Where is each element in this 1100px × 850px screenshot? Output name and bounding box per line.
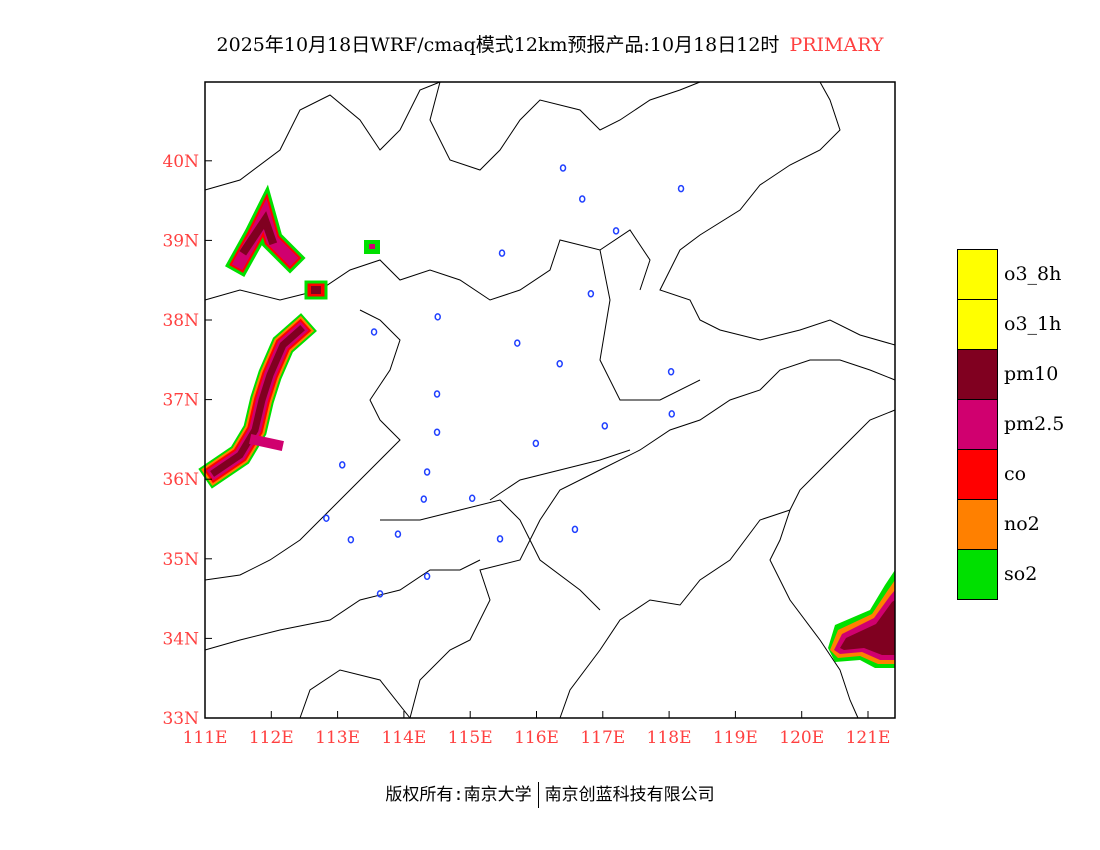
axis-ticks: 33N 34N 35N 36N 37N 38N 39N 40N 111E 112E 113E 114E… xyxy=(162,152,890,748)
map-title: 2025年10月18日WRF/cmaq模式12km预报产品:10月18日12时 P… xyxy=(0,30,1100,57)
legend-item: pm2.5 xyxy=(957,399,1064,449)
lat-label: 37N xyxy=(162,391,199,411)
station-marker xyxy=(587,289,595,298)
lat-label: 33N xyxy=(162,709,199,729)
station-marker xyxy=(532,439,540,448)
station-marker xyxy=(433,428,441,436)
legend-swatch xyxy=(957,449,998,499)
legend-swatch xyxy=(957,299,998,349)
station-marker xyxy=(514,339,521,347)
legend-label: co xyxy=(1004,463,1027,485)
station-marker xyxy=(612,227,620,235)
plume-west xyxy=(198,313,317,489)
station-marker xyxy=(338,461,346,469)
boundaries xyxy=(204,81,896,719)
legend-label: no2 xyxy=(1004,513,1040,535)
station-marker xyxy=(370,328,378,336)
coastline xyxy=(769,409,896,719)
legend-label: so2 xyxy=(1004,563,1038,585)
lon-label: 118E xyxy=(647,728,692,748)
station-marker xyxy=(559,164,567,172)
lon-label: 116E xyxy=(514,728,559,748)
footer-divider xyxy=(537,782,539,808)
station-markers xyxy=(323,164,685,598)
legend-item: pm10 xyxy=(957,349,1064,399)
copyright-text: 版权所有:南京大学 xyxy=(385,785,532,805)
company-text: 南京创蓝科技有限公司 xyxy=(544,785,715,805)
pollution-plumes xyxy=(198,184,895,668)
station-marker xyxy=(498,249,506,257)
station-marker xyxy=(496,535,504,543)
legend-item: so2 xyxy=(957,548,1064,600)
station-marker xyxy=(423,572,431,581)
map-frame xyxy=(204,81,896,719)
lon-label: 112E xyxy=(249,728,294,748)
footer: 版权所有:南京大学 南京创蓝科技有限公司 xyxy=(0,780,1100,808)
station-marker xyxy=(376,590,384,598)
legend-label: pm2.5 xyxy=(1004,413,1065,435)
lon-label: 119E xyxy=(713,728,758,748)
legend-label: o3_1h xyxy=(1004,313,1062,335)
lat-label: 39N xyxy=(162,231,199,251)
legend: o3_8h o3_1h pm10 pm2.5 co no2 so2 xyxy=(957,249,1064,600)
station-marker xyxy=(420,495,428,503)
lon-label: 113E xyxy=(315,728,360,748)
lat-label: 36N xyxy=(162,470,199,490)
station-marker xyxy=(667,367,675,376)
legend-swatch xyxy=(957,548,998,600)
station-marker xyxy=(394,530,402,538)
lat-label: 34N xyxy=(162,629,199,649)
station-marker xyxy=(601,422,609,430)
station-marker xyxy=(556,360,563,368)
title-text: 2025年10月18日WRF/cmaq模式12km预报产品:10月18日12时 xyxy=(216,34,780,56)
legend-item: no2 xyxy=(957,499,1064,549)
legend-item: co xyxy=(957,449,1064,499)
station-marker xyxy=(323,514,330,522)
lon-label: 120E xyxy=(779,728,824,748)
legend-swatch xyxy=(957,399,998,449)
lon-label: 111E xyxy=(183,728,228,748)
station-marker xyxy=(433,390,441,398)
lon-label: 117E xyxy=(580,728,625,748)
legend-swatch xyxy=(957,349,998,399)
station-marker xyxy=(423,468,431,476)
station-marker xyxy=(668,410,676,418)
lat-label: 40N xyxy=(162,152,199,172)
lon-label: 121E xyxy=(846,728,891,748)
station-marker xyxy=(347,535,355,544)
station-marker xyxy=(677,184,685,193)
station-marker xyxy=(468,494,476,503)
plume-southeast xyxy=(828,570,895,668)
legend-label: o3_8h xyxy=(1004,263,1062,285)
legend-item: o3_1h xyxy=(957,299,1064,349)
lon-label: 115E xyxy=(448,728,493,748)
station-marker xyxy=(434,313,441,321)
plume-north xyxy=(225,184,380,300)
legend-swatch xyxy=(957,499,998,549)
lat-label: 38N xyxy=(162,311,199,331)
legend-label: pm10 xyxy=(1004,363,1059,385)
lon-label: 114E xyxy=(381,728,426,748)
station-marker xyxy=(571,525,579,534)
primary-label: PRIMARY xyxy=(789,34,884,56)
station-marker xyxy=(578,195,586,203)
lat-label: 35N xyxy=(162,550,199,570)
legend-swatch xyxy=(957,249,998,299)
coastline xyxy=(659,81,896,346)
legend-item: o3_8h xyxy=(957,249,1064,299)
